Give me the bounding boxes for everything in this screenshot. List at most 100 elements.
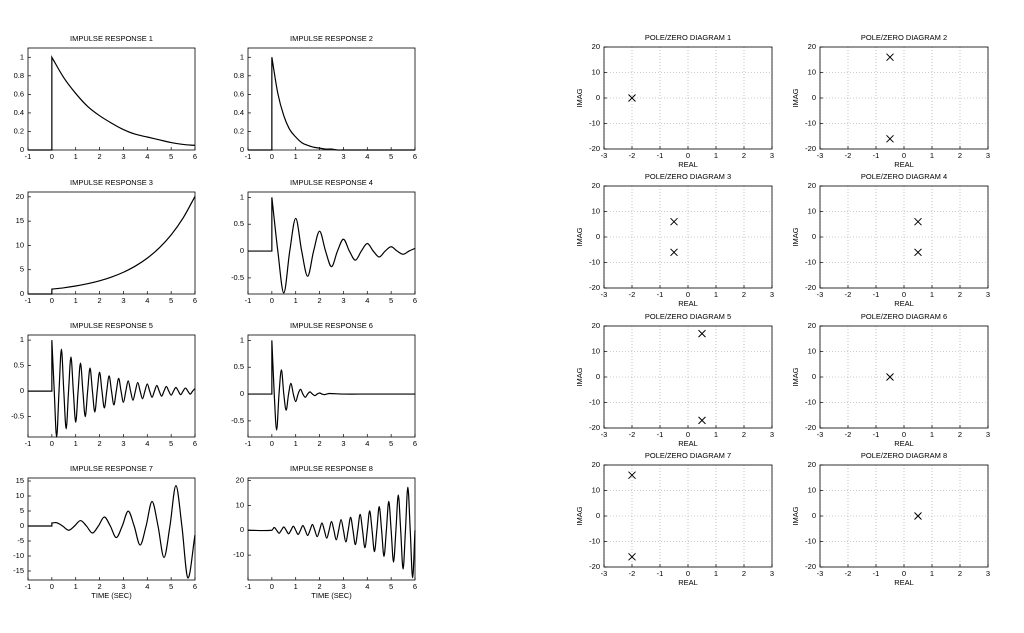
x-tick-label: -2	[629, 290, 636, 299]
y-tick-label: 10	[592, 485, 600, 494]
axes-box	[819, 46, 989, 150]
y-tick-label: 0.5	[14, 361, 24, 370]
x-tick-label: -1	[245, 152, 252, 161]
x-tick-label: 3	[341, 439, 345, 448]
x-tick-label: 6	[413, 439, 417, 448]
x-tick-label: 6	[193, 582, 197, 591]
response-curve	[247, 57, 415, 151]
x-tick-label: 1	[74, 152, 78, 161]
x-tick-label: 2	[317, 152, 321, 161]
y-tick-label: 10	[808, 67, 816, 76]
y-tick-label: 20	[592, 42, 600, 51]
x-tick-label: 4	[365, 152, 369, 161]
x-tick-label: 0	[50, 152, 54, 161]
x-tick-label: -1	[657, 290, 664, 299]
chart-title: POLE/ZERO DIAGRAM 4	[861, 172, 947, 181]
y-tick-label: 20	[592, 321, 600, 330]
chart-title: IMPULSE RESPONSE 3	[70, 178, 153, 187]
y-tick-label: 0	[596, 511, 600, 520]
axes-box	[603, 46, 773, 150]
y-tick-label: 20	[592, 460, 600, 469]
x-tick-label: 4	[145, 439, 149, 448]
y-tick-label: 10	[592, 67, 600, 76]
x-tick-label: 5	[389, 152, 393, 161]
chart-title: IMPULSE RESPONSE 4	[290, 178, 373, 187]
x-tick-label: 2	[742, 569, 746, 578]
x-tick-label: 1	[74, 582, 78, 591]
x-tick-label: 1	[294, 439, 298, 448]
y-tick-label: -10	[589, 118, 600, 127]
x-tick-label: -1	[25, 582, 32, 591]
x-tick-label: 3	[341, 152, 345, 161]
y-axis-label: IMAG	[575, 227, 584, 246]
pole-marker	[670, 217, 678, 226]
x-tick-label: 1	[714, 430, 718, 439]
pole-marker	[914, 248, 922, 257]
x-tick-label: 5	[389, 296, 393, 305]
x-tick-label: 0	[270, 152, 274, 161]
pole-marker	[628, 94, 636, 102]
x-tick-label: 1	[74, 296, 78, 305]
response-curve	[28, 485, 196, 579]
response-curve	[28, 340, 196, 438]
x-tick-label: -3	[601, 569, 608, 578]
x-axis-label: REAL	[678, 578, 698, 587]
x-tick-label: 5	[169, 439, 173, 448]
x-tick-label: 4	[365, 582, 369, 591]
y-tick-label: 10	[236, 500, 244, 509]
x-tick-label: 0	[686, 569, 690, 578]
chart-title: POLE/ZERO DIAGRAM 8	[861, 451, 947, 460]
pole-marker	[886, 53, 894, 62]
x-tick-label: 0	[902, 430, 906, 439]
chart-title: IMPULSE RESPONSE 1	[70, 34, 153, 43]
y-tick-label: 10	[808, 485, 816, 494]
x-tick-label: 3	[770, 151, 774, 160]
x-axis-label: REAL	[894, 578, 914, 587]
y-tick-label: 0	[812, 372, 816, 381]
axes-box	[819, 464, 989, 568]
y-tick-label: 0	[812, 511, 816, 520]
x-tick-label: -3	[601, 151, 608, 160]
axes-box	[27, 191, 196, 295]
axes-box	[819, 325, 989, 429]
x-tick-label: 0	[686, 290, 690, 299]
x-tick-label: 1	[294, 582, 298, 591]
y-axis-label: IMAG	[791, 88, 800, 107]
y-tick-label: 0.2	[234, 126, 244, 135]
pole-marker	[698, 416, 706, 425]
x-tick-label: 0	[50, 582, 54, 591]
x-tick-label: 3	[770, 569, 774, 578]
y-tick-label: 1	[240, 335, 244, 344]
x-axis-label: REAL	[678, 160, 698, 169]
y-tick-label: 0	[240, 246, 244, 255]
x-tick-label: 1	[714, 569, 718, 578]
y-axis-label: IMAG	[575, 367, 584, 386]
x-tick-label: 2	[742, 290, 746, 299]
axes-box	[27, 47, 196, 151]
x-tick-label: 1	[714, 151, 718, 160]
y-tick-label: 10	[808, 206, 816, 215]
y-tick-label: -20	[805, 283, 816, 292]
y-tick-label: -10	[805, 257, 816, 266]
x-tick-label: 1	[294, 296, 298, 305]
x-tick-label: 3	[986, 430, 990, 439]
x-tick-label: 0	[270, 439, 274, 448]
x-tick-label: 5	[389, 439, 393, 448]
x-tick-label: 3	[986, 151, 990, 160]
x-tick-label: -2	[845, 290, 852, 299]
x-axis-label: REAL	[678, 299, 698, 308]
y-tick-label: -15	[13, 566, 24, 575]
x-tick-label: 5	[389, 582, 393, 591]
y-tick-label: -5	[17, 536, 24, 545]
y-tick-label: -20	[805, 144, 816, 153]
axes-box	[603, 464, 773, 568]
x-axis-label: REAL	[678, 439, 698, 448]
x-tick-label: 2	[958, 569, 962, 578]
y-tick-label: 0	[596, 93, 600, 102]
x-tick-label: -2	[629, 430, 636, 439]
y-axis-label: IMAG	[791, 506, 800, 525]
y-tick-label: 20	[592, 181, 600, 190]
x-tick-label: 4	[365, 296, 369, 305]
y-tick-label: 0.5	[234, 362, 244, 371]
